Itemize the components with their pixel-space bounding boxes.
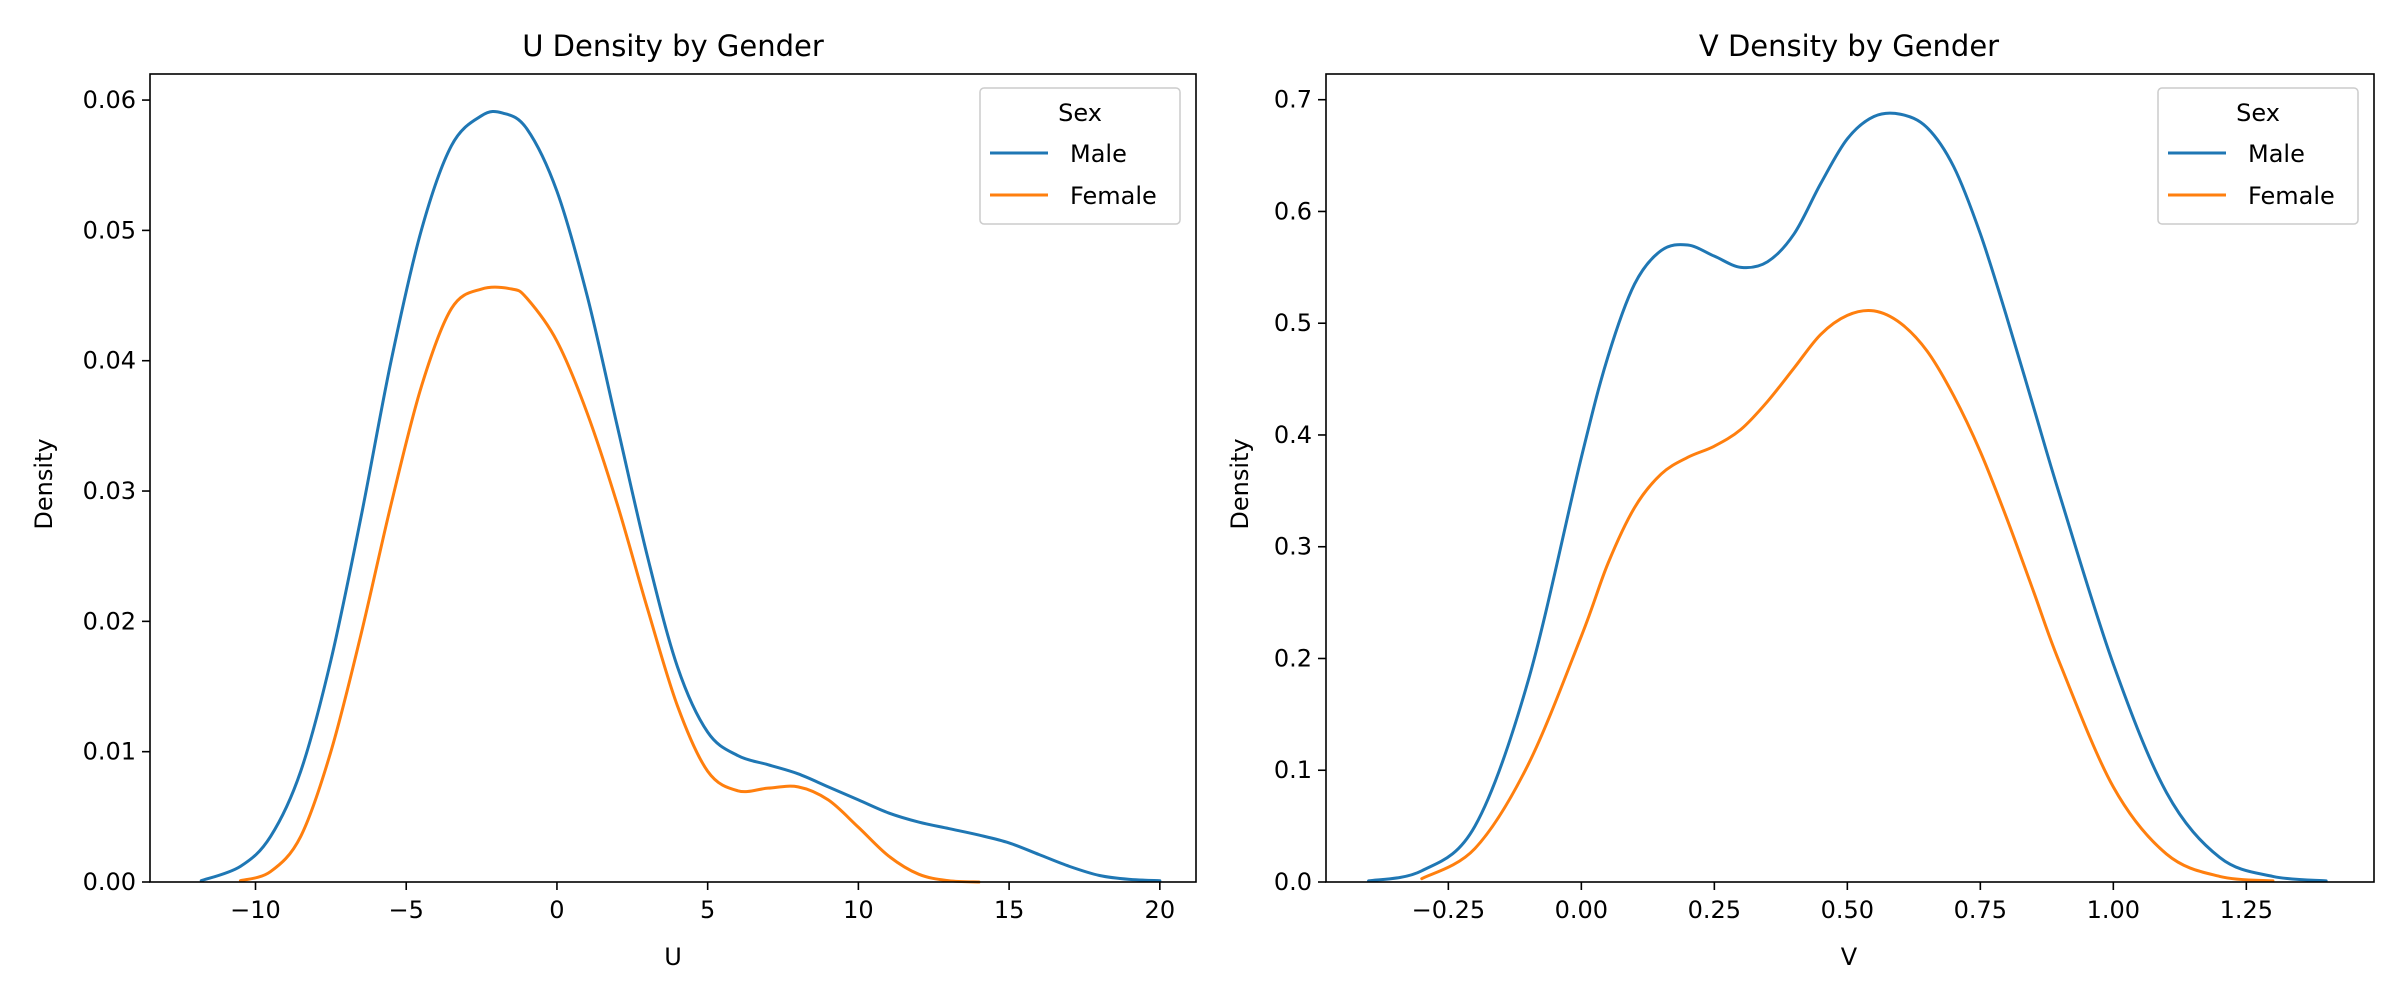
y-tick-label: 0.02 [83,607,136,635]
series-line-male [199,110,1162,883]
axis-ticks: −10 −5 0 5 10 15 20 0.00 0.01 0.02 0.03 0.04 0.05 0.0… [83,86,1176,924]
legend-title: Sex [1058,99,1102,127]
chart-title: V Density by Gender [1699,29,1999,63]
legend-title: Sex [2236,99,2280,127]
x-tick-label: 0.25 [1688,896,1741,924]
x-tick-label: 20 [1145,896,1176,924]
y-tick-label: 0.05 [83,216,136,244]
axis-ticks: −0.25 0.00 0.25 0.50 0.75 1.00 1.25 0.0 0.1 0.2 0.… [1274,86,2273,924]
legend: Sex Male Female [979,87,1181,225]
legend-box [979,87,1181,225]
legend: Sex Male Female [2157,87,2359,225]
chart-title: U Density by Gender [522,29,824,63]
y-tick-label: 0.0 [1274,868,1312,896]
x-tick-label: 1.00 [2087,896,2140,924]
y-tick-label: 0.6 [1274,197,1312,225]
y-tick-label: 0.04 [83,347,136,375]
x-tick-label: 5 [700,896,715,924]
x-axis-label: U [664,943,682,971]
x-tick-label: 0 [549,896,564,924]
legend-entry-female: Female [1070,182,1157,210]
x-tick-label: 0.50 [1821,896,1874,924]
x-axis-label: V [1841,943,1858,971]
series-lines [199,110,1162,884]
x-tick-label: 15 [994,896,1025,924]
y-tick-label: 0.03 [83,477,136,505]
legend-entry-male: Male [2248,140,2305,168]
x-tick-label: 0.00 [1555,896,1608,924]
plot-frame [149,73,1197,883]
x-tick-label: −10 [230,896,281,924]
y-tick-label: 0.1 [1274,756,1312,784]
y-tick-label: 0.4 [1274,421,1312,449]
y-tick-label: 0.3 [1274,533,1312,561]
v-density-panel: V Density by Gender V Density −0.25 0.00 0… [1226,29,2375,971]
series-lines [1367,111,2328,883]
legend-box [2157,87,2359,225]
series-line-male [1367,111,2328,883]
u-density-panel: U Density by Gender U Density −10 −5 0 5 10 1… [30,29,1197,971]
plot-frame [1325,73,2375,883]
y-axis-label: Density [1226,438,1254,529]
series-line-female [1420,309,2275,883]
x-tick-label: −0.25 [1412,896,1486,924]
legend-entry-female: Female [2248,182,2335,210]
series-line-female [238,285,981,884]
y-tick-label: 0.2 [1274,644,1312,672]
x-tick-label: 1.25 [2220,896,2273,924]
x-tick-label: 0.75 [1954,896,2007,924]
x-tick-label: 10 [843,896,874,924]
legend-entry-male: Male [1070,140,1127,168]
y-tick-label: 0.06 [83,86,136,114]
y-tick-label: 0.01 [83,738,136,766]
x-tick-label: −5 [389,896,424,924]
y-tick-label: 0.5 [1274,309,1312,337]
y-axis-label: Density [30,438,58,529]
y-tick-label: 0.00 [83,868,136,896]
y-tick-label: 0.7 [1274,86,1312,114]
